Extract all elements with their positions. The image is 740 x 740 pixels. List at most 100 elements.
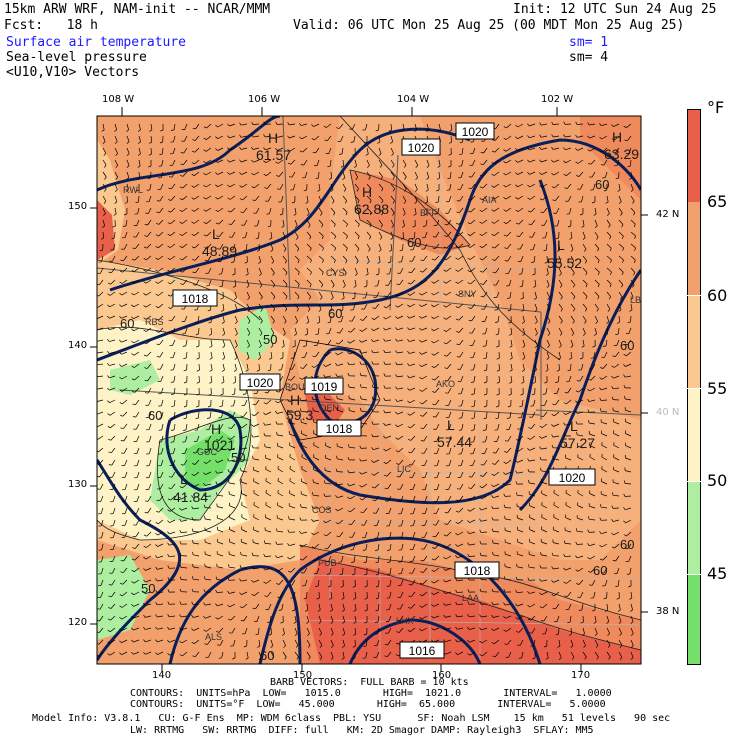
wind-barb-flag [527, 437, 531, 440]
wind-barb-flag [629, 177, 633, 180]
wind-barb-flag [471, 417, 475, 420]
wind-barb [195, 267, 200, 274]
wind-barb [124, 459, 128, 466]
wind-barb-flag [539, 134, 542, 138]
wind-barb [437, 207, 440, 214]
wind-barb [122, 567, 128, 573]
wind-barb [589, 555, 596, 560]
wind-barb [628, 147, 632, 154]
wind-barb-flag [170, 129, 175, 131]
wind-barb-flag [155, 257, 159, 260]
wind-barb [362, 495, 368, 501]
wind-barb [493, 483, 500, 488]
wind-barb [97, 423, 104, 428]
wind-barb-flag [275, 134, 278, 138]
wind-barb-flag [390, 141, 393, 144]
center-symbol: L [180, 471, 188, 487]
wind-barb-flag [240, 620, 244, 622]
wind-barb [109, 363, 116, 366]
wind-barb-flag [131, 304, 134, 308]
colorbar-label: 55 [707, 379, 728, 398]
wind-barb-flag [407, 293, 411, 296]
wind-barb [325, 123, 332, 128]
wind-barb [397, 351, 404, 354]
wind-barb [581, 363, 584, 370]
wind-barb [589, 456, 596, 461]
wind-barb-flag [459, 153, 463, 156]
wind-barb [470, 495, 476, 501]
wind-barb [529, 195, 536, 200]
wind-barb-flag [271, 656, 275, 660]
wind-barb-flag [392, 212, 395, 216]
wind-barb-flag [263, 134, 266, 138]
wind-barb-flag [307, 308, 311, 312]
wind-barb [581, 195, 584, 202]
wind-barb-flag [455, 521, 459, 525]
wind-barb [448, 411, 452, 418]
wind-barb-flag [144, 379, 148, 382]
wind-barb-flag [208, 321, 212, 324]
wind-barb [630, 195, 635, 202]
wind-barb [397, 423, 404, 428]
wind-barb-flag [136, 189, 140, 192]
wind-barb-flag [119, 364, 122, 367]
wind-barb [618, 603, 621, 610]
wind-barb-flag [299, 136, 302, 140]
wind-barb-flag [336, 127, 340, 129]
wind-barb-flag [227, 469, 230, 473]
station-id: RWL [123, 185, 143, 195]
wind-barb-flag [432, 403, 436, 406]
wind-barb [301, 135, 308, 140]
wind-barb-flag [239, 146, 242, 150]
wind-barb-flag [315, 585, 319, 587]
wind-barb [602, 363, 608, 369]
wind-barb-flag [330, 645, 334, 648]
wind-barb-flag [431, 569, 435, 572]
wind-barb-flag [216, 248, 221, 250]
wind-barb [421, 351, 428, 355]
wind-barb [570, 351, 573, 358]
wind-barb [180, 567, 188, 569]
wind-barb-flag [239, 198, 243, 201]
wind-barb [210, 351, 213, 358]
wind-barb-flag [556, 369, 560, 372]
wind-barb [385, 315, 392, 320]
wind-barb-flag [131, 558, 135, 561]
wind-barb-flag [143, 281, 147, 284]
wind-barb [529, 159, 536, 163]
wind-barb-flag [551, 172, 555, 176]
wind-barb [456, 591, 464, 594]
wind-barb [294, 207, 297, 214]
wind-barb [565, 492, 572, 497]
wind-barb [445, 315, 452, 320]
wind-barb-flag [192, 551, 194, 555]
wind-barb [198, 327, 200, 335]
wind-barb-flag [587, 388, 591, 392]
wind-barb [438, 123, 441, 130]
wind-barb-flag [357, 223, 360, 227]
wind-barb [448, 459, 452, 466]
wind-barb [375, 495, 380, 502]
wind-barb-flag [353, 621, 357, 624]
wind-barb [182, 171, 188, 177]
wind-barb [421, 327, 428, 331]
wind-barb-flag [347, 510, 351, 513]
colorbar-unit: °F [707, 98, 725, 117]
wind-barb-flag [196, 393, 200, 396]
wind-barb [509, 411, 512, 418]
wind-barb-flag [359, 361, 362, 365]
wind-barb-flag [597, 284, 600, 288]
wind-barb [243, 207, 248, 213]
wind-barb-flag [183, 405, 187, 408]
wind-barb [546, 279, 550, 286]
pressure-box-label: 1020 [559, 471, 586, 485]
wind-barb-flag [215, 148, 218, 151]
wind-barb [469, 531, 476, 535]
wind-barb-flag [384, 487, 388, 490]
wind-barb [510, 339, 513, 346]
wind-barb [338, 519, 344, 525]
wind-barb [461, 423, 464, 430]
wind-barb-flag [419, 327, 422, 331]
wind-barb-flag [455, 614, 458, 618]
wind-barb [613, 444, 620, 449]
